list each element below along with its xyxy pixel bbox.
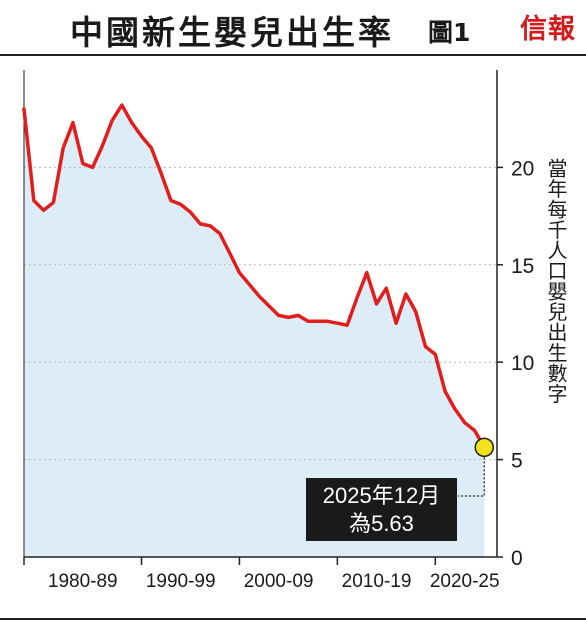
figure-label: 圖1 xyxy=(428,18,471,47)
header: 中國新生嬰兒出生率 圖1 信報 xyxy=(0,0,586,54)
callout-date: 2025年12月 xyxy=(322,483,441,508)
y-tick-label-15: 15 xyxy=(511,255,534,278)
latest-value-callout: 2025年12月 為5.63 xyxy=(306,478,457,541)
x-tick-label-4: 2020-25 xyxy=(430,571,500,592)
y-tick-label-20: 20 xyxy=(511,157,534,180)
y-axis-label: 當年每千人口嬰兒出生數字 xyxy=(544,158,568,404)
birth-rate-line xyxy=(22,103,487,450)
x-tick-label-0: 1980-89 xyxy=(48,571,118,592)
y-tick-label-0: 0 xyxy=(511,547,523,570)
callout-value: 為5.63 xyxy=(349,511,414,536)
hkej-logo: 信報 xyxy=(520,14,576,45)
latest-point-marker xyxy=(474,437,495,458)
y-tick-label-5: 5 xyxy=(511,450,523,473)
x-tick-label-1: 1990-99 xyxy=(146,571,216,592)
y-tick-label-10: 10 xyxy=(511,352,534,375)
chart-title: 中國新生嬰兒出生率 xyxy=(70,13,394,52)
callout-leader xyxy=(458,457,485,497)
x-tick-label-3: 2010-19 xyxy=(342,571,412,592)
area-fill xyxy=(24,105,485,557)
x-tick-label-2: 2000-09 xyxy=(244,571,314,592)
